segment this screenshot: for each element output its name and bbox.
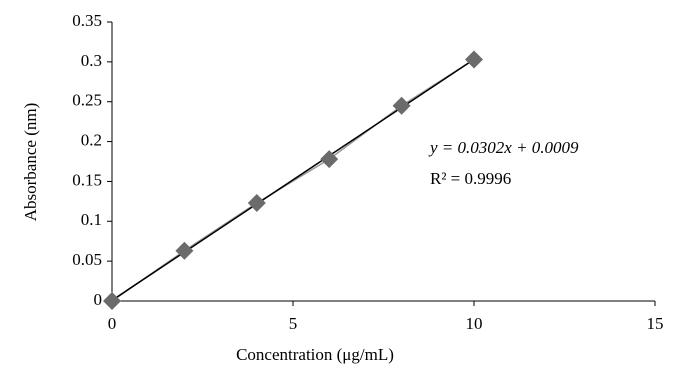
y-tick-label: 0.35: [72, 11, 102, 30]
trendline: [111, 58, 475, 301]
marker: [320, 150, 339, 169]
equation: y = 0.0302x + 0.0009: [428, 138, 579, 157]
marker: [103, 292, 121, 310]
y-axis-label: Absorbance (nm): [21, 103, 40, 222]
y-tick-label: 0.3: [81, 51, 102, 70]
marker: [465, 50, 483, 69]
x-tick-label: 10: [466, 314, 483, 333]
x-axis-label: Concentration (μg/mL): [236, 345, 394, 364]
data-line: [111, 58, 475, 302]
y-tick-label: 0: [94, 290, 103, 309]
r-squared: R² = 0.9996: [430, 169, 511, 188]
y-tick-label: 0.05: [72, 250, 102, 269]
marker: [392, 96, 411, 115]
y-tick-label: 0.15: [72, 170, 102, 189]
x-tick-label: 5: [289, 314, 298, 333]
y-tick-label: 0.25: [72, 91, 102, 110]
marker: [247, 193, 266, 212]
x-tick-label: 15: [647, 314, 664, 333]
y-tick-label: 0.2: [81, 130, 102, 149]
x-tick-label: 0: [108, 314, 117, 333]
marker: [175, 241, 194, 260]
y-tick-label: 0.1: [81, 210, 102, 229]
